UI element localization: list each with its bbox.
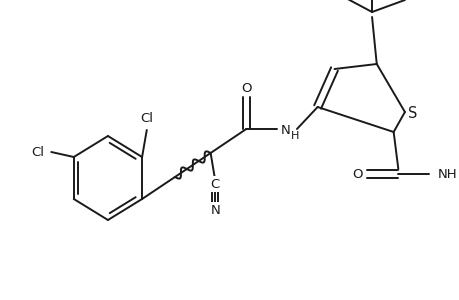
Text: S: S bbox=[407, 106, 416, 122]
Text: N: N bbox=[210, 203, 220, 217]
Text: H: H bbox=[290, 131, 299, 141]
Text: O: O bbox=[352, 169, 363, 182]
Text: Cl: Cl bbox=[32, 146, 45, 158]
Text: NH: NH bbox=[437, 169, 456, 182]
Text: C: C bbox=[210, 178, 219, 190]
Text: Cl: Cl bbox=[140, 112, 153, 125]
Text: 2: 2 bbox=[458, 176, 459, 186]
Text: N: N bbox=[280, 124, 290, 137]
Text: O: O bbox=[241, 82, 251, 95]
